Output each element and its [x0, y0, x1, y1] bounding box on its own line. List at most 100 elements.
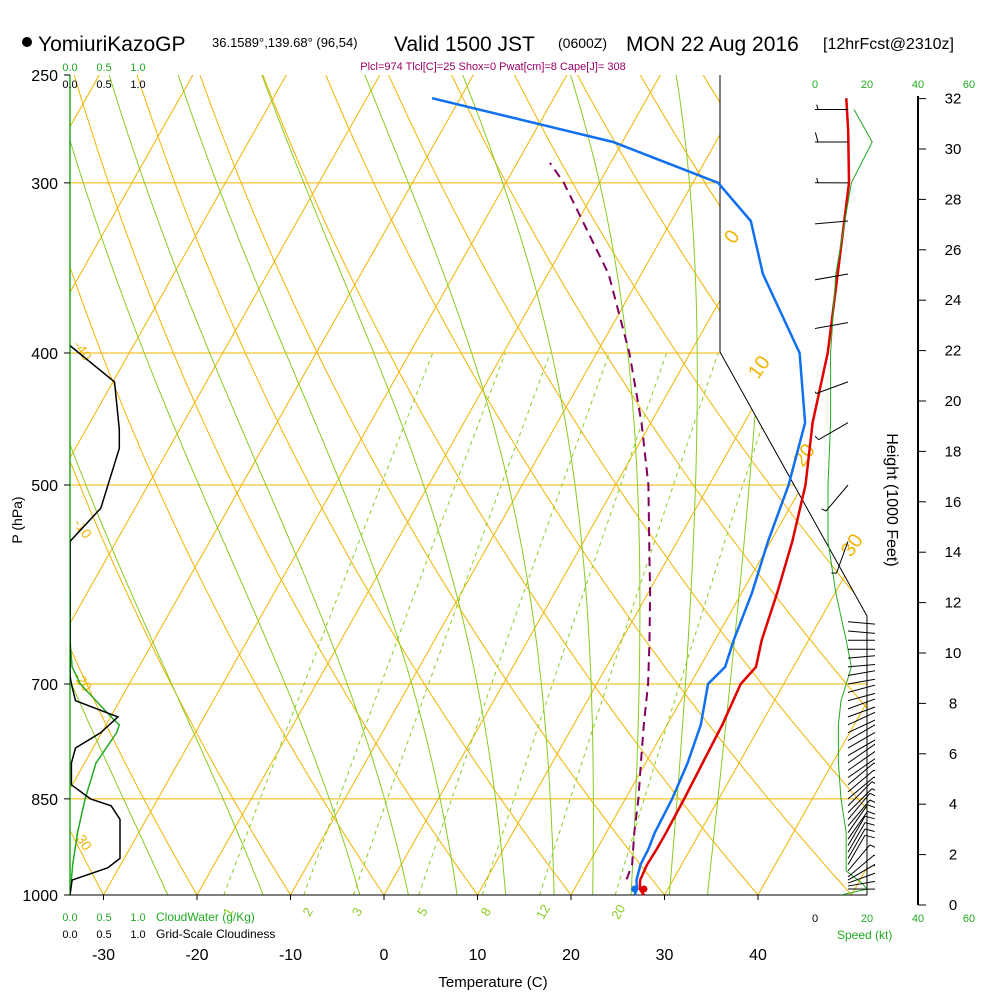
- surface-temperature-point: [640, 885, 648, 893]
- wind-barb: [815, 322, 849, 330]
- cloud-water-bottom-tick: 0.5: [96, 912, 111, 924]
- wind-barb: [815, 220, 849, 225]
- wind-barb: [815, 177, 849, 184]
- wind-barb: [847, 655, 875, 659]
- wind-barb: [847, 684, 875, 693]
- isotherm-label: 0: [720, 226, 744, 248]
- wind-barb: [847, 706, 875, 718]
- mixing-ratio-label: 12: [533, 902, 553, 922]
- x-tick-label: -10: [279, 947, 302, 964]
- speed-bottom-tick: 0: [812, 913, 818, 925]
- wind-barb: [847, 698, 875, 710]
- height-tick-label: 8: [949, 695, 957, 712]
- dry-adiabat: [191, 75, 689, 895]
- station-coords: 36.1589°,139.68° (96,54): [212, 35, 358, 50]
- dry-adiabat: [315, 75, 867, 895]
- wind-barb: [815, 132, 849, 143]
- wind-barb: [847, 739, 875, 757]
- moist-adiabat: [354, 75, 556, 895]
- wind-barb: [847, 670, 875, 677]
- wind-barb: [847, 822, 875, 853]
- isotherm-40: [757, 75, 867, 895]
- speed-top-tick: 0: [812, 79, 818, 91]
- moist-adiabat: [70, 75, 275, 895]
- speed-legend: Speed (kt): [837, 928, 892, 942]
- wind-barb: [847, 810, 875, 840]
- x-tick-label: 40: [749, 947, 767, 964]
- wind-barb: [847, 648, 875, 650]
- cloudiness-bottom-tick: 1.0: [130, 929, 145, 941]
- speed-bottom-tick: 40: [912, 913, 924, 925]
- height-tick-label: 32: [945, 91, 962, 108]
- wind-barb: [815, 381, 849, 394]
- cloud-water-top-tick: 0.5: [96, 62, 111, 74]
- cloudiness-top-tick: 0.5: [96, 79, 111, 91]
- wind-barb: [847, 719, 875, 734]
- dry-adiabat: [564, 75, 867, 895]
- mixing-ratio-line: [352, 352, 551, 895]
- dry-adiabat: [688, 75, 867, 895]
- wind-barb: [847, 815, 875, 846]
- x-tick-label: -30: [92, 947, 115, 964]
- cloud-water-line: [70, 592, 121, 895]
- wind-barb: [847, 758, 875, 779]
- y-tick-label: 700: [31, 677, 58, 694]
- cloudiness-top-tick: 0.0: [62, 79, 77, 91]
- dry-adiabat: [626, 75, 867, 895]
- wind-barb: [847, 844, 875, 872]
- height-tick-label: 28: [945, 191, 962, 208]
- surface-dewpoint-point: [631, 885, 639, 893]
- wind-barb: [847, 664, 875, 668]
- moist-adiabat: [452, 75, 594, 895]
- cloud-water-bottom-tick: 1.0: [130, 912, 145, 924]
- x-tick-label: 10: [469, 947, 487, 964]
- isotherm--20: [196, 75, 675, 895]
- cloudiness-bottom-tick: 0.5: [96, 929, 111, 941]
- wind-barb: [847, 792, 875, 820]
- moist-adiabat: [70, 75, 369, 895]
- height-tick-label: 22: [945, 343, 962, 360]
- y-tick-label: 400: [31, 346, 58, 363]
- isotherm--30: [103, 75, 581, 895]
- dry-adiabat: [938, 51, 1000, 924]
- isotherm-label-left: -40: [71, 338, 96, 364]
- wind-barb: [847, 630, 875, 634]
- y-tick-label: 1000: [22, 888, 58, 905]
- moist-adiabat: [169, 75, 462, 895]
- mixing-ratio-line: [481, 352, 668, 895]
- axes: -30 -20 -10 0 10 20 30 402503004005007008501000…: [22, 62, 975, 964]
- x-tick-label: 0: [380, 947, 389, 964]
- wind-barb: [847, 724, 875, 741]
- mixing-ratio-line: [418, 352, 610, 895]
- isotherm-label: 30: [837, 530, 868, 561]
- speed-bottom-tick: 20: [861, 913, 873, 925]
- isotherm-label: 10: [744, 352, 775, 383]
- mixing-ratio-line: [303, 352, 506, 895]
- mixing-ratio-line: [223, 352, 434, 895]
- cloud-water-top-tick: 0.0: [62, 62, 77, 74]
- temperature-line: [638, 98, 851, 896]
- station-name: YomiuriKazoGP: [38, 33, 185, 56]
- x-tick-label: 20: [562, 947, 580, 964]
- wind-barb: [847, 799, 875, 827]
- moist-adiabat: [101, 75, 415, 895]
- dry-adiabat: [812, 75, 867, 895]
- dry-adiabat: [501, 75, 867, 895]
- cloudiness-bottom-tick: 0.0: [62, 929, 77, 941]
- height-tick-label: 0: [949, 897, 957, 914]
- speed-top-tick: 20: [861, 79, 873, 91]
- dry-adiabat: [253, 75, 784, 895]
- wind-barb: [847, 888, 875, 890]
- isotherm--60: [70, 75, 301, 895]
- isotherm-50: [851, 75, 867, 895]
- height-tick-label: 30: [945, 141, 962, 158]
- wind-barb: [815, 273, 849, 281]
- y-tick-label: 500: [31, 478, 58, 495]
- wind-barb: [847, 804, 875, 833]
- wind-barb: [847, 750, 875, 771]
- x-tick-label: -20: [185, 947, 208, 964]
- wind-barb: [815, 104, 849, 110]
- height-tick-label: 4: [949, 796, 957, 813]
